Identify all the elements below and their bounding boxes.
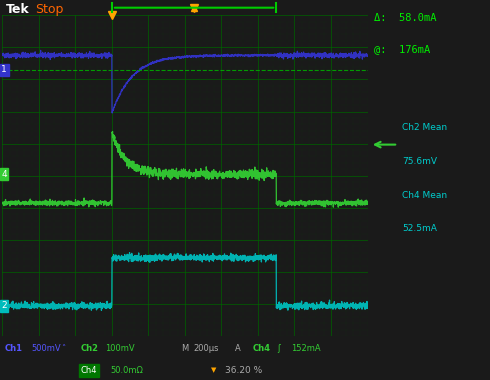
Text: 50.0mΩ: 50.0mΩ	[110, 366, 143, 375]
Text: 200μs: 200μs	[194, 344, 219, 353]
Text: Ch2: Ch2	[81, 344, 99, 353]
Text: 2: 2	[1, 301, 7, 310]
Text: Tek: Tek	[6, 3, 30, 16]
Text: 152mA: 152mA	[292, 344, 321, 353]
Text: M: M	[181, 344, 189, 353]
Text: 75.6mV: 75.6mV	[402, 157, 437, 166]
Text: Ch1: Ch1	[5, 344, 23, 353]
Text: 36.20 %: 36.20 %	[225, 366, 263, 375]
Text: Ch4: Ch4	[81, 366, 98, 375]
Text: ˄: ˄	[61, 344, 66, 353]
Text: 4: 4	[1, 169, 7, 179]
Text: Ch4: Ch4	[252, 344, 270, 353]
Text: A: A	[235, 344, 241, 353]
Text: Δ:  58.0mA: Δ: 58.0mA	[374, 13, 436, 24]
Text: Ch2 Mean: Ch2 Mean	[402, 123, 447, 132]
Text: @:  176mA: @: 176mA	[374, 44, 430, 54]
Text: 1: 1	[1, 65, 7, 74]
Text: ʃ: ʃ	[277, 344, 280, 353]
Text: ▼: ▼	[211, 367, 216, 374]
Text: 100mV: 100mV	[105, 344, 135, 353]
Text: Stop: Stop	[35, 3, 64, 16]
Text: Ch4 Mean: Ch4 Mean	[402, 190, 447, 200]
Text: 500mV: 500mV	[32, 344, 61, 353]
Text: 52.5mA: 52.5mA	[402, 224, 437, 233]
